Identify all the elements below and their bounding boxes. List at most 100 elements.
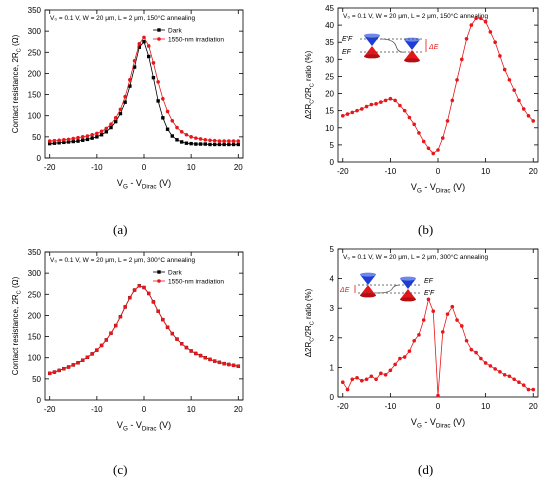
data-point: [417, 333, 421, 337]
data-point: [80, 135, 85, 139]
y-tick-label: 100: [28, 112, 42, 121]
data-point: [47, 139, 52, 143]
x-tick-label: -10: [91, 163, 103, 172]
data-point: [203, 355, 208, 360]
data-point: [123, 94, 127, 99]
data-point: [99, 133, 104, 137]
ef-label: EF: [424, 278, 434, 285]
data-point: [146, 291, 151, 296]
x-axis-label-part: (V): [157, 420, 172, 430]
data-point: [217, 139, 222, 143]
data-point: [165, 109, 170, 114]
data-point: [62, 140, 66, 145]
legend-label: Dark: [168, 270, 182, 277]
data-point: [517, 98, 521, 103]
delta-e-label: ΔE: [339, 287, 350, 294]
x-axis-label-part: Dirac: [142, 426, 157, 433]
legend-marker: [157, 270, 161, 274]
caption-d: (d): [418, 462, 434, 477]
legend-label: 1550-nm irradiation: [168, 279, 224, 286]
data-point: [512, 88, 516, 92]
legend-marker: [157, 279, 161, 283]
data-point: [123, 305, 127, 309]
data-point: [156, 309, 160, 314]
data-point: [521, 383, 526, 387]
data-point: [184, 141, 189, 145]
data-point: [460, 57, 464, 62]
y-axis-label: Contact resistance, 2RC (Ω): [11, 276, 23, 375]
data-point: [464, 37, 469, 41]
x-tick-label: 0: [436, 402, 441, 411]
condition-annotation: V₀ = 0.1 V, W = 20 μm, L = 2 μm, 300°C a…: [50, 256, 195, 264]
data-point: [71, 139, 75, 144]
y-tick-label: 200: [28, 311, 42, 320]
y-tick-label: 250: [28, 48, 42, 57]
data-point: [227, 139, 231, 143]
data-point: [402, 108, 407, 113]
band-bending-curve: [375, 284, 401, 294]
x-axis-label-part: V: [117, 178, 123, 188]
data-point: [393, 362, 397, 367]
data-point: [431, 309, 436, 313]
series-line: [49, 36, 239, 142]
data-point: [142, 35, 146, 40]
data-point: [142, 40, 146, 44]
x-axis-label-part: V: [411, 182, 417, 192]
data-point: [104, 130, 108, 134]
data-point: [507, 374, 512, 379]
data-point: [350, 110, 355, 115]
legend-marker: [157, 28, 161, 32]
x-axis-label-part: G: [123, 426, 128, 433]
data-point: [502, 373, 507, 377]
x-axis-label-part: G: [123, 184, 128, 191]
cone-left-lower-cone: [364, 46, 380, 57]
data-point: [57, 141, 61, 145]
y-tick-label: 50: [32, 375, 41, 384]
y-axis-label-part: ratio (%): [304, 50, 313, 83]
data-point: [383, 373, 388, 377]
data-point: [113, 116, 118, 120]
y-axis-label-part: C: [310, 338, 316, 342]
data-point: [52, 141, 57, 145]
data-point: [118, 107, 123, 112]
data-point: [180, 140, 184, 144]
data-point: [398, 356, 402, 361]
data-point: [137, 45, 141, 49]
data-point: [388, 368, 393, 373]
data-point: [151, 300, 156, 304]
cone-right-lower-rim: [404, 58, 420, 63]
data-point: [227, 362, 231, 367]
data-point: [208, 357, 212, 362]
data-point: [208, 142, 212, 147]
data-point: [421, 139, 426, 144]
data-point: [114, 119, 118, 124]
y-tick-label: 2: [330, 334, 335, 343]
y-tick-label: 5: [330, 245, 335, 254]
cone-right-upper-cone: [400, 278, 416, 289]
data-point: [526, 114, 531, 118]
data-point: [469, 23, 474, 27]
data-point: [493, 40, 497, 45]
cone-left-lower-rim: [360, 293, 376, 298]
data-point: [170, 134, 174, 138]
data-point: [407, 349, 412, 353]
x-tick-label: -20: [44, 163, 56, 172]
y-tick-label: 1: [330, 363, 335, 372]
data-point: [156, 80, 160, 84]
data-point: [81, 138, 85, 142]
x-axis-label-part: - V: [422, 182, 436, 192]
y-tick-label: 25: [325, 72, 334, 81]
data-point: [483, 19, 488, 24]
y-tick-label: 3: [330, 304, 335, 313]
y-tick-label: 250: [28, 290, 42, 299]
data-point: [483, 361, 488, 365]
x-tick-label: 10: [481, 167, 490, 176]
data-point: [198, 142, 203, 146]
cone-right-lower-rim: [400, 297, 416, 302]
data-point: [369, 102, 374, 107]
y-tick-label: 350: [28, 6, 42, 15]
data-point: [355, 108, 359, 113]
data-point: [364, 377, 369, 382]
data-point: [236, 142, 240, 147]
